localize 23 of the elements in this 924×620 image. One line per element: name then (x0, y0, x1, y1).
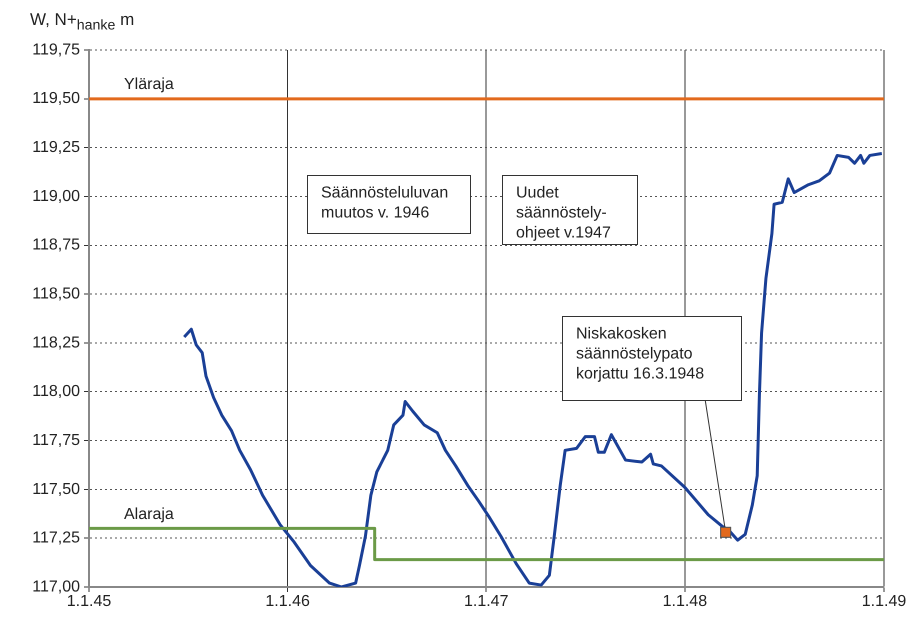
y-tick-label: 118,00 (32, 383, 80, 400)
y-tick-label: 119,75 (32, 41, 80, 58)
x-tick-label: 1.1.45 (66, 593, 112, 610)
x-tick-label: 1.1.46 (265, 593, 310, 610)
y-tick-label: 118,50 (32, 285, 80, 302)
y-tick-label: 118,75 (32, 236, 80, 254)
x-tick-label: 1.1.48 (662, 593, 708, 610)
y-tick-label: 119,25 (32, 139, 80, 156)
y-tick-label: 118,25 (32, 334, 80, 352)
y-tick-label: 117,75 (32, 432, 80, 449)
series-label: Yläraja (124, 76, 174, 94)
y-tick-label: 117,50 (32, 480, 80, 498)
annotation: Säännösteluluvan muutos v. 1946 (321, 184, 448, 222)
annotation: Uudet säännöstely-ohjeet v.1947 (516, 184, 611, 242)
y-tick-label: 117,25 (32, 530, 80, 547)
x-tick-label: 1.1.49 (862, 593, 906, 610)
annotation: Niskakosken säännöstelypato korjattu 16.3.1948 (576, 325, 704, 382)
x-tick-label: 1.1.47 (464, 593, 509, 610)
y-axis-title: W, N+$_{hanke}$ m (30, 10, 134, 34)
series-label: Alaraja (124, 506, 174, 523)
y-tick-label: 117,00 (32, 578, 80, 596)
y-tick-label: 119,00 (32, 188, 80, 205)
y-tick-label: 119,50 (32, 90, 80, 108)
